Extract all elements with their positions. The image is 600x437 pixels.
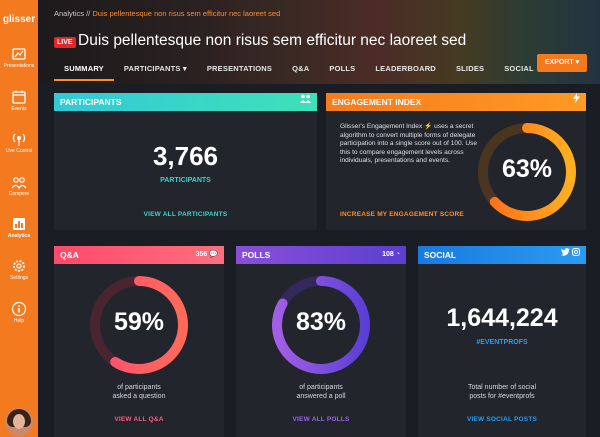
sidebar-item-presentations[interactable]: Presentations bbox=[0, 46, 38, 69]
gauge-fill bbox=[90, 276, 188, 374]
polls-desc-line2: answered a poll bbox=[296, 393, 346, 400]
participants-card: PARTICIPANTS 3,766 PARTICIPANTS VIEW ALL… bbox=[54, 93, 317, 230]
breadcrumb: Analytics // Duis pellentesque non risus… bbox=[54, 9, 280, 18]
view-social-posts-link[interactable]: VIEW SOCIAL POSTS bbox=[466, 416, 538, 423]
tab-slides[interactable]: SLIDES bbox=[455, 64, 485, 73]
gauge-fill bbox=[478, 123, 576, 221]
card-title: SOCIAL bbox=[424, 250, 457, 260]
social-desc-line1: Total number of social bbox=[467, 384, 537, 391]
sidebar-item-events[interactable]: Events bbox=[0, 89, 38, 112]
engagement-percent: 63% bbox=[501, 155, 553, 183]
sidebar-item-analytics[interactable]: Analytics bbox=[0, 216, 38, 239]
participants-label: PARTICIPANTS bbox=[160, 177, 211, 184]
sidebar-item-label: Settings bbox=[9, 275, 29, 281]
polls-card-header: POLLS 108 ◔ bbox=[236, 246, 406, 264]
breadcrumb-root[interactable]: Analytics // bbox=[54, 9, 93, 18]
participants-count: 3,766 bbox=[152, 141, 219, 171]
chat-icon: 💬 bbox=[209, 251, 218, 258]
sidebar: glisser Presentations Events Live Contro… bbox=[0, 0, 38, 437]
gauge-fill bbox=[272, 276, 370, 374]
info-icon bbox=[11, 301, 27, 317]
gear-icon bbox=[13, 260, 25, 272]
tab-qa[interactable]: Q&A bbox=[292, 64, 310, 73]
view-all-participants-link[interactable]: VIEW ALL PARTICIPANTS bbox=[143, 211, 228, 218]
tab-leaderboard[interactable]: LEADERBOARD bbox=[375, 64, 436, 73]
increase-engagement-link[interactable]: INCREASE MY ENGAGEMENT SCORE bbox=[340, 211, 464, 218]
instagram-icon[interactable] bbox=[572, 248, 580, 258]
card-title: ENGAGEMENT INDEX bbox=[332, 97, 422, 107]
qa-desc-line2: asked a question bbox=[112, 393, 166, 400]
tab-bar: SUMMARY PARTICIPANTS ▾ PRESENTATIONS Q&A… bbox=[54, 64, 544, 81]
social-post-count: 1,644,224 bbox=[446, 304, 558, 332]
tab-social[interactable]: SOCIAL bbox=[504, 64, 534, 73]
card-title: POLLS bbox=[242, 250, 271, 260]
view-all-qa-link[interactable]: VIEW ALL Q&A bbox=[114, 416, 164, 423]
engagement-card: ENGAGEMENT INDEX Glisser's Engagement In… bbox=[326, 93, 586, 230]
sidebar-item-help[interactable]: Help bbox=[0, 301, 38, 324]
polls-count-badge: 108 ◔ bbox=[382, 251, 400, 258]
view-all-polls-link[interactable]: VIEW ALL POLLS bbox=[292, 416, 350, 423]
sidebar-item-label: Help bbox=[13, 318, 25, 324]
tab-summary[interactable]: SUMMARY bbox=[54, 64, 114, 81]
twitter-icon[interactable] bbox=[561, 248, 572, 258]
tab-presentations[interactable]: PRESENTATIONS bbox=[206, 64, 273, 73]
sidebar-item-live-control[interactable]: Live Control bbox=[0, 131, 38, 154]
engagement-description: Glisser's Engagement Index ⚡ uses a secr… bbox=[340, 123, 478, 165]
qa-desc-line1: of participants bbox=[117, 384, 161, 391]
sidebar-item-label: Presentations bbox=[3, 63, 35, 69]
sidebar-item-compere[interactable]: Compere bbox=[0, 174, 38, 197]
breadcrumb-current: Duis pellentesque non risus sem efficitu… bbox=[92, 9, 281, 18]
card-title: PARTICIPANTS bbox=[60, 97, 122, 107]
qa-percent: 59% bbox=[113, 308, 165, 336]
social-desc-line2: posts for #eventprofs bbox=[469, 393, 535, 400]
polls-desc-line1: of participants bbox=[299, 384, 343, 391]
sidebar-item-label: Analytics bbox=[7, 233, 31, 239]
polls-percent: 83% bbox=[295, 308, 347, 336]
qa-card: Q&A 356 💬 59% of participants asked a qu… bbox=[54, 246, 224, 437]
lightning-icon bbox=[573, 93, 580, 111]
presentation-icon bbox=[12, 48, 26, 60]
polls-gauge bbox=[272, 276, 370, 374]
calendar-icon bbox=[12, 90, 26, 104]
analytics-icon bbox=[13, 218, 25, 230]
page-title: Duis pellentesque non risus sem efficitu… bbox=[78, 32, 467, 49]
lightning-icon: ⚡ bbox=[424, 123, 433, 130]
pie-icon: ◔ bbox=[395, 251, 400, 258]
sidebar-item-settings[interactable]: Settings bbox=[0, 258, 38, 281]
sidebar-item-label: Live Control bbox=[5, 148, 33, 154]
people-icon bbox=[11, 177, 27, 190]
people-icon bbox=[300, 93, 311, 111]
sidebar-item-label: Compere bbox=[8, 191, 30, 197]
engagement-gauge bbox=[478, 123, 576, 221]
qa-count-badge: 356 💬 bbox=[195, 251, 218, 258]
tab-polls[interactable]: POLLS bbox=[329, 64, 356, 73]
app-logo[interactable]: glisser bbox=[2, 14, 36, 25]
participants-card-header: PARTICIPANTS bbox=[54, 93, 317, 111]
social-card-header: SOCIAL bbox=[418, 246, 586, 264]
qa-card-header: Q&A 356 💬 bbox=[54, 246, 224, 264]
live-badge: LIVE bbox=[54, 37, 76, 48]
polls-card: POLLS 108 ◔ 83% of participants answered… bbox=[236, 246, 406, 437]
avatar[interactable] bbox=[5, 408, 33, 436]
page-header: Analytics // Duis pellentesque non risus… bbox=[38, 0, 600, 84]
social-card: SOCIAL 1,644,224 #EVENTPROFS Total numbe… bbox=[418, 246, 586, 437]
card-title: Q&A bbox=[60, 250, 79, 260]
sidebar-item-label: Events bbox=[11, 106, 27, 112]
tab-participants[interactable]: PARTICIPANTS ▾ bbox=[123, 64, 187, 73]
export-button[interactable]: EXPORT ▾ bbox=[537, 54, 587, 72]
broadcast-icon bbox=[12, 133, 26, 146]
social-hashtag: #EVENTPROFS bbox=[476, 339, 528, 346]
engagement-card-header: ENGAGEMENT INDEX bbox=[326, 93, 586, 111]
qa-gauge bbox=[90, 276, 188, 374]
